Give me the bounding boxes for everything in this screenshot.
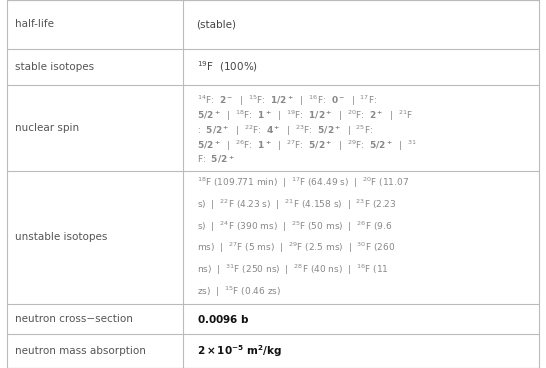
Text: ms)  |  $^{27}$F (5 ms)  |  $^{29}$F (2.5 ms)  |  $^{30}$F (260: ms) | $^{27}$F (5 ms) | $^{29}$F (2.5 ms… [197,241,395,255]
Text: nuclear spin: nuclear spin [15,123,79,133]
Text: zs)  |  $^{15}$F (0.46 zs): zs) | $^{15}$F (0.46 zs) [197,284,281,299]
Text: half-life: half-life [15,19,54,29]
Text: (stable): (stable) [197,19,236,29]
Text: $^{14}$F:  $\bf{2^-}$  |  $^{15}$F:  $\bf{1/2^+}$  |  $^{16}$F:  $\bf{0^-}$  |  : $^{14}$F: $\bf{2^-}$ | $^{15}$F: $\bf{1/… [197,94,377,109]
Text: $\bf{5/2^+}$  |  $^{18}$F:  $\bf{1^+}$  |  $^{19}$F:  $\bf{1/2^+}$  |  $^{20}$F:: $\bf{5/2^+}$ | $^{18}$F: $\bf{1^+}$ | $^… [197,109,413,123]
Text: neutron mass absorption: neutron mass absorption [15,346,146,356]
Text: $\mathbf{0.0096\ b}$: $\mathbf{0.0096\ b}$ [197,313,249,325]
Text: s)  |  $^{22}$F (4.23 s)  |  $^{21}$F (4.158 s)  |  $^{23}$F (2.23: s) | $^{22}$F (4.23 s) | $^{21}$F (4.158… [197,198,396,212]
Text: $\bf{5/2^+}$  |  $^{26}$F:  $\bf{1^+}$  |  $^{27}$F:  $\bf{5/2^+}$  |  $^{29}$F:: $\bf{5/2^+}$ | $^{26}$F: $\bf{1^+}$ | $^… [197,138,417,153]
Text: stable isotopes: stable isotopes [15,61,94,72]
Text: s)  |  $^{24}$F (390 ms)  |  $^{25}$F (50 ms)  |  $^{26}$F (9.6: s) | $^{24}$F (390 ms) | $^{25}$F (50 ms… [197,219,392,234]
Text: $\mathbf{2\times10^{-5}\ m^2/kg}$: $\mathbf{2\times10^{-5}\ m^2/kg}$ [197,343,281,359]
Text: $^{19}$F  (100%): $^{19}$F (100%) [197,59,258,74]
Text: unstable isotopes: unstable isotopes [15,232,107,243]
Text: ns)  |  $^{31}$F (250 ns)  |  $^{28}$F (40 ns)  |  $^{16}$F (11: ns) | $^{31}$F (250 ns) | $^{28}$F (40 n… [197,263,388,277]
Text: $^{18}$F (109.771 min)  |  $^{17}$F (64.49 s)  |  $^{20}$F (11.07: $^{18}$F (109.771 min) | $^{17}$F (64.49… [197,176,409,190]
Text: :  $\bf{5/2^+}$  |  $^{22}$F:  $\bf{4^+}$  |  $^{23}$F:  $\bf{5/2^+}$  |  $^{25}: : $\bf{5/2^+}$ | $^{22}$F: $\bf{4^+}$ | … [197,123,373,138]
Text: F:  $\bf{5/2^+}$: F: $\bf{5/2^+}$ [197,153,234,164]
Text: neutron cross−section: neutron cross−section [15,314,133,324]
